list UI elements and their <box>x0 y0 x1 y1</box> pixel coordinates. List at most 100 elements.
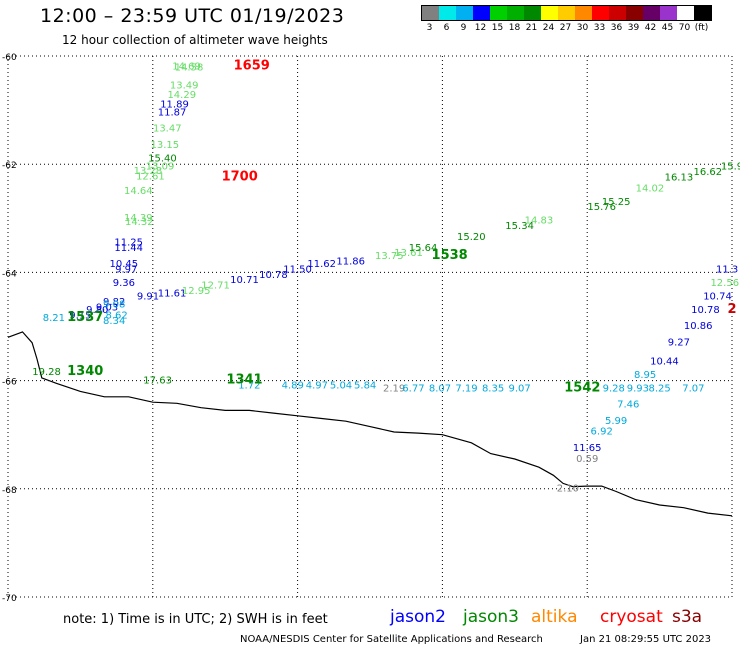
colorbar-label: 12 <box>474 23 487 33</box>
colorbar-label: 27 <box>559 23 572 33</box>
swh-value-label: 14.39 <box>124 213 153 224</box>
swh-value-label: 12.95 <box>182 286 211 297</box>
swh-value-label: 9.80 <box>86 305 108 316</box>
pass-time-label: 1538 <box>432 248 468 263</box>
lat-tick-label: -62 <box>2 161 17 171</box>
swh-value-label: 16.62 <box>694 167 723 178</box>
altimeter-map: 135138141144147150-60-62-64-66-68-7014.6… <box>2 53 740 604</box>
swh-value-label: 12.61 <box>136 171 165 182</box>
coastline <box>7 331 733 517</box>
swh-value-label: 9.27 <box>668 337 690 348</box>
swh-value-label: 4.97 <box>306 381 328 392</box>
swh-value-label: 9.07 <box>508 383 530 394</box>
swh-value-label: 11.25 <box>114 237 143 248</box>
pass-time-label: 1542 <box>564 380 600 395</box>
footer-credit: NOAA/NESDIS Center for Satellite Applica… <box>240 634 543 645</box>
colorbar-swatch <box>490 6 507 20</box>
colorbar-swatch <box>575 6 592 20</box>
colorbar-swatch <box>609 6 626 20</box>
colorbar-label: 21 <box>525 23 538 33</box>
colorbar-swatches <box>421 5 712 21</box>
colorbar-swatch <box>660 6 677 20</box>
swh-value-label: 8.07 <box>429 383 451 394</box>
pass-time-label: 1700 <box>222 169 258 184</box>
legend-altika: altika <box>531 607 578 627</box>
colorbar-swatch <box>507 6 524 20</box>
colorbar-label: 45 <box>661 23 674 33</box>
colorbar-label: 36 <box>610 23 623 33</box>
colorbar-label: (ft) <box>694 23 709 33</box>
swh-value-label: 2.19 <box>383 383 405 394</box>
swh-value-label: 7.07 <box>682 383 704 394</box>
colorbar-label: 9 <box>460 23 467 33</box>
swh-value-label: 8.35 <box>482 383 504 394</box>
swh-value-label: 11.62 <box>307 259 336 270</box>
colorbar-swatch <box>677 6 694 20</box>
swh-value-label: 11.50 <box>283 264 312 275</box>
swh-value-label: 15.9 <box>721 162 740 173</box>
swh-value-label: 7.46 <box>617 400 639 411</box>
swh-value-label: 13.47 <box>153 124 182 135</box>
swh-value-label: 13.15 <box>151 140 180 151</box>
colorbar-label: 33 <box>593 23 606 33</box>
swh-value-label: 11.3 <box>716 264 738 275</box>
swh-value-label: 4.89 <box>282 381 304 392</box>
swh-value-label: 15.40 <box>148 153 177 164</box>
lat-tick-label: -68 <box>2 486 17 496</box>
pass-time-label: 1341 <box>226 372 262 387</box>
swh-value-label: 15.25 <box>602 197 631 208</box>
swh-value-label: 9.36 <box>113 278 135 289</box>
swh-value-label: 15.20 <box>457 232 486 243</box>
swh-value-label: 11.86 <box>336 256 365 267</box>
swh-value-label: 19.28 <box>32 367 61 378</box>
colorbar-label: 3 <box>426 23 433 33</box>
colorbar-swatch <box>524 6 541 20</box>
legend-jason2: jason2 <box>390 607 446 627</box>
swh-value-label: 11.89 <box>160 99 189 110</box>
swh-value-label: 15.76 <box>587 202 616 213</box>
swh-value-label: 5.04 <box>330 381 352 392</box>
colorbar-label: 18 <box>508 23 521 33</box>
colorbar-swatch <box>592 6 609 20</box>
swh-value-label: 8.62 <box>105 310 127 321</box>
colorbar-label: 24 <box>542 23 555 33</box>
swh-value-label: 13.75 <box>375 251 404 262</box>
colorbar-swatch <box>541 6 558 20</box>
swh-value-label: 13.09 <box>146 162 175 173</box>
pass-time-label: 1537 <box>67 310 103 325</box>
header-subtitle: 12 hour collection of altimeter wave hei… <box>62 33 328 47</box>
pass-time-label: 2 <box>727 302 736 317</box>
footer-date: Jan 21 08:29:55 UTC 2023 <box>580 634 712 645</box>
swh-value-label: 9.97 <box>115 264 137 275</box>
swh-value-label: 14.83 <box>525 216 554 227</box>
legend-jason3: jason3 <box>463 607 519 627</box>
colorbar-swatch <box>558 6 575 20</box>
swh-value-label: 6.92 <box>591 427 613 438</box>
swh-value-label: 14.02 <box>636 183 665 194</box>
swh-value-label: 9.28 <box>603 383 625 394</box>
colorbar-swatch <box>439 6 456 20</box>
swh-value-label: 9.82 <box>103 297 125 308</box>
swh-value-label: 10.74 <box>703 291 732 302</box>
swh-value-label: 14.69 <box>172 62 201 73</box>
swh-value-label: 8.95 <box>634 370 656 381</box>
swh-value-label: 15.34 <box>505 221 534 232</box>
swh-value-label: 9.91 <box>137 291 159 302</box>
swh-value-label: 10.44 <box>650 356 679 367</box>
wave-height-colorbar: 3 6 9 12 15 18 21 24 27 30 33 36 39 42 45 70 (ft) <box>421 5 712 33</box>
swh-value-label: 14.32 <box>125 217 154 228</box>
colorbar-labels: 3 6 9 12 15 18 21 24 27 30 33 36 39 42 45 70 (ft) <box>421 23 712 33</box>
lat-tick-label: -70 <box>2 594 17 604</box>
swh-value-label: 10.86 <box>684 321 713 332</box>
swh-value-label: 11.44 <box>114 243 143 254</box>
footer-note: note: 1) Time is in UTC; 2) SWH is in fe… <box>63 612 328 627</box>
swh-value-label: 13.49 <box>170 80 199 91</box>
swh-value-label: 8.21 <box>43 313 65 324</box>
swh-value-label: 13.61 <box>394 248 423 259</box>
swh-value-label: 7.19 <box>455 383 477 394</box>
swh-value-label: 9.03 <box>96 302 118 313</box>
swh-value-label: 14.29 <box>167 90 196 101</box>
colorbar-swatch <box>456 6 473 20</box>
swh-value-label: 10.78 <box>259 270 288 281</box>
swh-value-label: 14.58 <box>175 63 204 74</box>
